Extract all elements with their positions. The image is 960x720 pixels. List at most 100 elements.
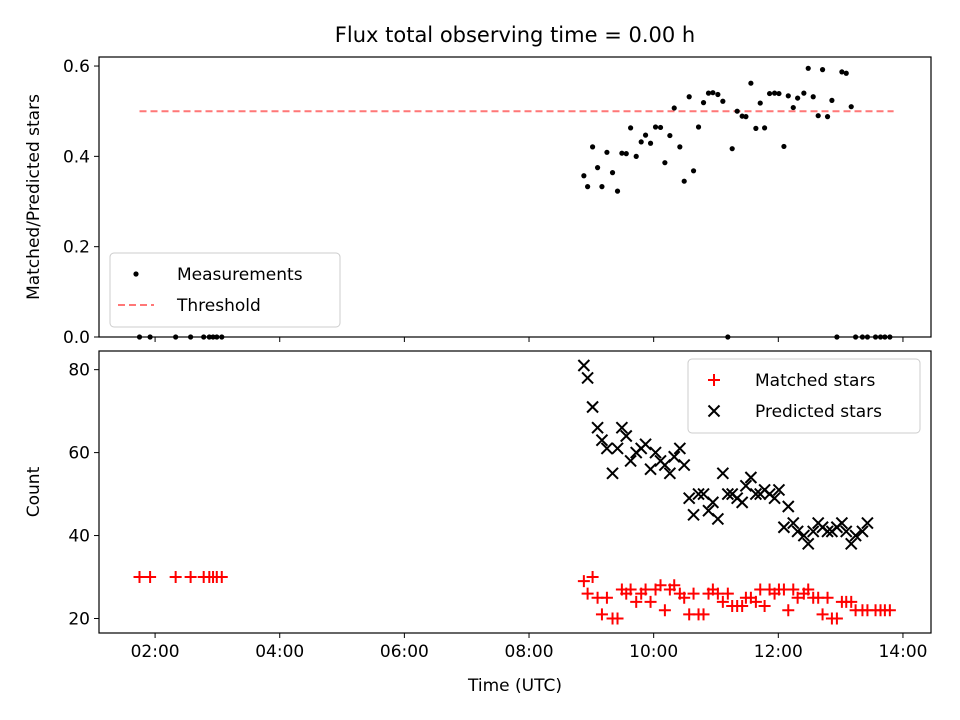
y-tick-label: 0.4 <box>63 147 90 167</box>
data-point <box>716 595 729 608</box>
data-point <box>604 149 610 155</box>
data-point <box>600 591 613 604</box>
data-point <box>614 188 621 194</box>
data-point <box>682 492 696 505</box>
data-point <box>753 125 759 131</box>
data-point <box>848 104 854 110</box>
y-tick-label: 60 <box>68 444 90 464</box>
data-point <box>758 600 771 613</box>
legend-box <box>109 252 341 328</box>
x-tick-label: 08:00 <box>505 642 554 662</box>
data-point <box>849 529 862 542</box>
data-point <box>581 587 594 600</box>
data-point <box>677 458 691 472</box>
data-point <box>787 583 800 596</box>
data-point <box>662 160 668 166</box>
axes-frame <box>98 56 932 338</box>
legend-box <box>687 358 921 434</box>
data-point <box>692 487 705 501</box>
data-point <box>687 508 700 522</box>
data-point <box>791 591 804 604</box>
y-tick-label: 20 <box>68 609 90 629</box>
data-point <box>581 173 587 179</box>
data-point <box>810 94 816 100</box>
data-point <box>720 98 726 104</box>
legend-label: Predicted stars <box>755 402 882 422</box>
ratio-panel: 0.0 0.2 0.4 0.6 Matched/Predicted stars Measu… <box>24 56 932 348</box>
y-axis-label: Matched/Predicted stars <box>24 94 44 300</box>
x-tick-label: 04:00 <box>255 642 304 662</box>
data-point <box>586 400 599 414</box>
data-point <box>816 608 829 621</box>
data-point <box>762 125 768 131</box>
data-point <box>705 90 712 96</box>
data-point <box>743 114 749 120</box>
chart-title: Flux total observing time = 0.00 h <box>335 23 695 47</box>
data-point <box>695 124 702 130</box>
data-point <box>620 429 633 443</box>
data-point <box>797 529 811 542</box>
data-point <box>729 146 735 152</box>
data-point <box>856 525 869 538</box>
data-point <box>144 571 157 584</box>
y-tick-label: 0.2 <box>63 238 90 258</box>
legend: Measurements Threshold <box>109 252 341 328</box>
data-point <box>594 165 601 171</box>
y-tick-label: 0.0 <box>63 328 90 348</box>
data-point <box>668 450 681 463</box>
data-point <box>615 421 629 434</box>
data-point <box>647 140 654 146</box>
data-point <box>624 454 637 468</box>
y-axis-label: Count <box>24 466 44 517</box>
count-panel: 20 40 60 80 02:00 04:00 06:00 08:00 10:00 12:00 14… <box>24 350 932 696</box>
y-tick-label: 0.6 <box>63 57 90 77</box>
data-point <box>619 150 625 156</box>
data-point <box>586 571 599 584</box>
data-point <box>687 587 700 600</box>
data-point <box>595 608 608 621</box>
x-axis-label: Time (UTC) <box>467 676 562 696</box>
data-point <box>757 100 763 106</box>
data-point <box>883 604 896 617</box>
data-point <box>639 438 652 451</box>
data-point <box>830 612 843 625</box>
legend-label: Matched stars <box>755 371 875 391</box>
data-point <box>777 521 791 534</box>
data-point <box>644 462 657 476</box>
data-point <box>736 600 749 613</box>
data-point <box>668 579 681 592</box>
legend-label: Threshold <box>176 296 261 316</box>
data-point <box>633 153 639 159</box>
data-point <box>690 168 697 174</box>
axes-frame <box>98 350 932 634</box>
data-point <box>667 132 673 139</box>
data-point <box>623 151 629 157</box>
data-point <box>715 91 721 98</box>
data-point <box>697 608 710 621</box>
data-point <box>840 525 853 538</box>
series-predicted-stars <box>577 359 874 551</box>
data-point <box>671 105 677 111</box>
data-point <box>821 525 834 538</box>
data-point <box>801 90 807 96</box>
data-point <box>791 525 804 538</box>
data-point <box>654 579 667 592</box>
data-point <box>815 113 821 119</box>
data-point <box>843 70 849 76</box>
data-point <box>721 487 735 501</box>
data-point <box>215 571 228 584</box>
data-point <box>795 95 801 101</box>
legend-label: Measurements <box>177 265 303 285</box>
data-point <box>611 442 624 455</box>
data-point <box>839 69 845 75</box>
data-point <box>772 483 786 497</box>
data-point <box>585 184 591 190</box>
data-point <box>591 421 604 434</box>
data-point <box>734 108 740 114</box>
data-point <box>802 583 815 596</box>
data-point <box>652 124 659 130</box>
data-point <box>805 65 811 71</box>
data-point <box>785 93 791 99</box>
data-point <box>824 114 831 120</box>
data-point <box>744 471 758 484</box>
